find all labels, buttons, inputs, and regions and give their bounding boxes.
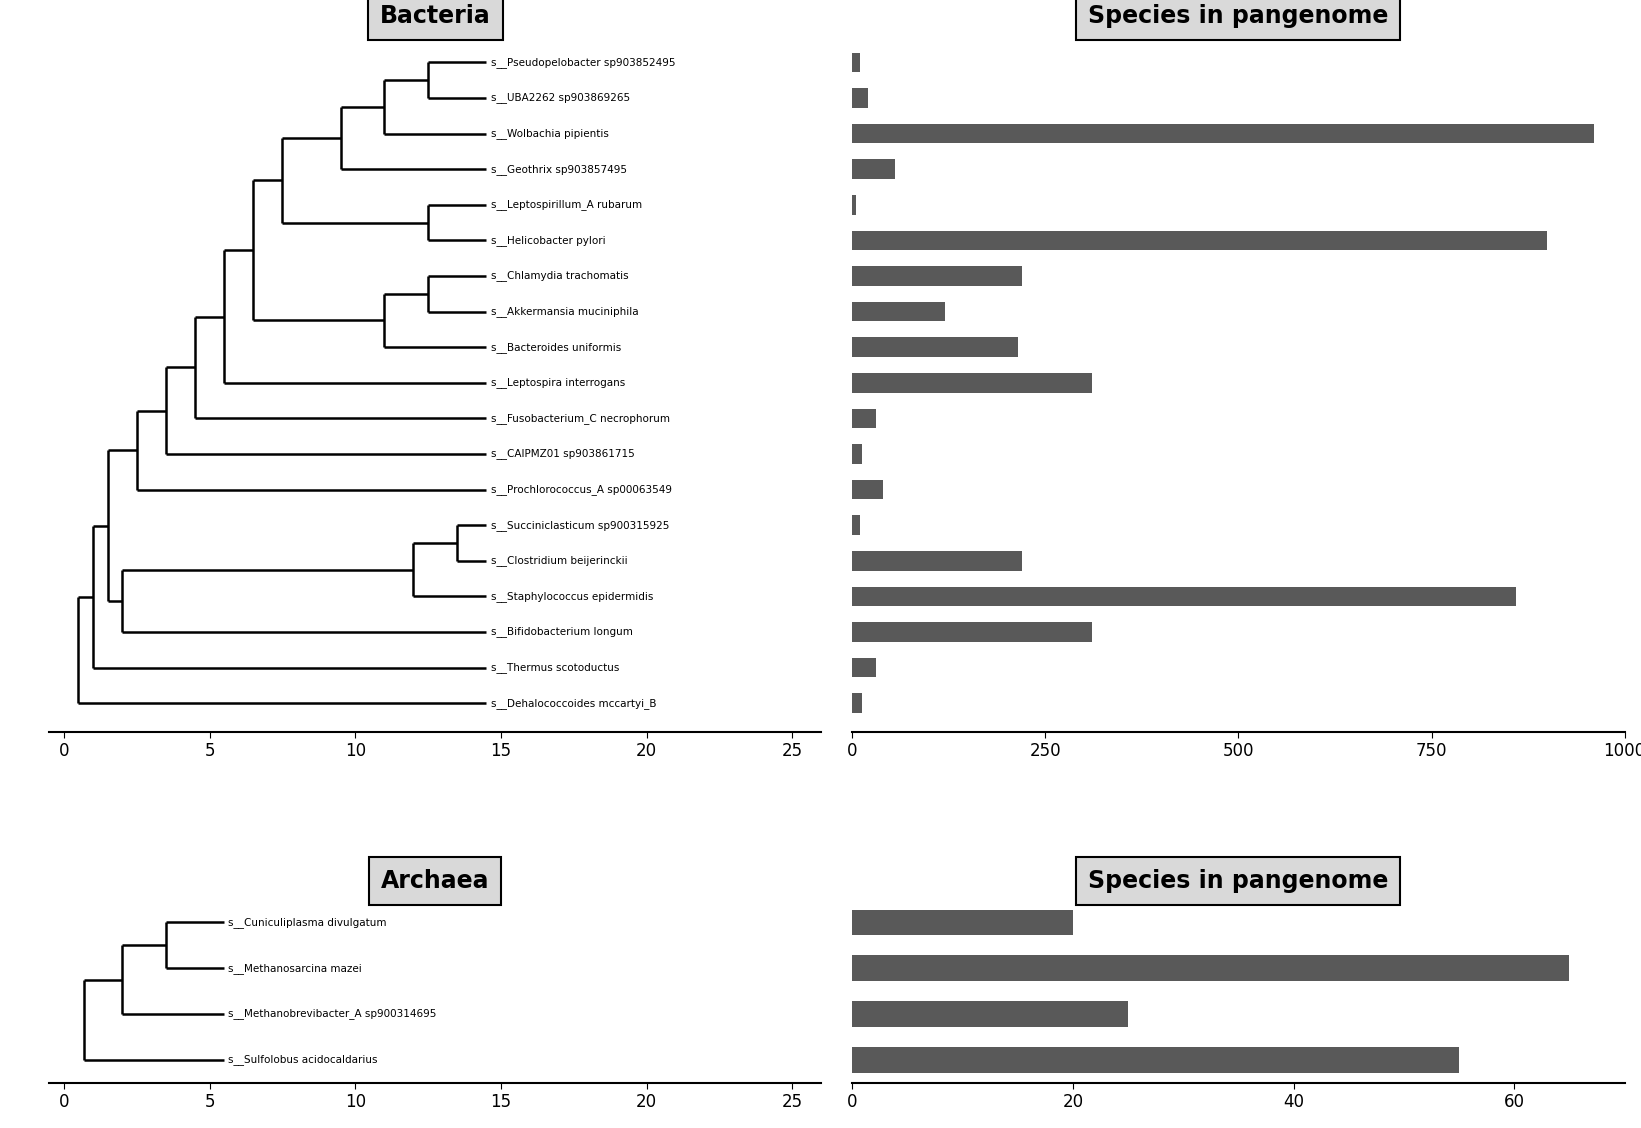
Text: s__Bifidobacterium longum: s__Bifidobacterium longum (491, 626, 632, 637)
Bar (852, 373, 1091, 393)
Bar (852, 53, 860, 72)
Text: s__Methanosarcina mazei: s__Methanosarcina mazei (228, 962, 363, 973)
Text: s__Methanobrevibacter_A sp900314695: s__Methanobrevibacter_A sp900314695 (228, 1008, 437, 1020)
Bar (852, 515, 860, 535)
Text: s__Bacteroides uniformis: s__Bacteroides uniformis (491, 342, 620, 353)
Bar (852, 658, 876, 678)
Text: s__Wolbachia pipientis: s__Wolbachia pipientis (491, 129, 609, 139)
Text: s__Akkermansia muciniphila: s__Akkermansia muciniphila (491, 306, 638, 317)
Text: s__Helicobacter pylori: s__Helicobacter pylori (491, 235, 606, 246)
Bar (852, 230, 1547, 250)
Text: s__Leptospirillum_A rubarum: s__Leptospirillum_A rubarum (491, 200, 642, 210)
Bar (852, 408, 876, 429)
Bar (852, 479, 883, 500)
Bar (852, 266, 1022, 285)
Text: s__Fusobacterium_C necrophorum: s__Fusobacterium_C necrophorum (491, 413, 670, 424)
Text: s__Leptospira interrogans: s__Leptospira interrogans (491, 378, 625, 388)
Bar (852, 1002, 1127, 1026)
Bar (852, 550, 1022, 571)
Text: s__Sulfolobus acidocaldarius: s__Sulfolobus acidocaldarius (228, 1055, 377, 1065)
Bar (852, 1047, 1459, 1073)
Text: s__Thermus scotoductus: s__Thermus scotoductus (491, 662, 619, 673)
Bar (852, 694, 862, 713)
Bar (852, 587, 1516, 606)
Bar (852, 955, 1569, 980)
Text: s__Clostridium beijerinckii: s__Clostridium beijerinckii (491, 555, 627, 566)
Bar (852, 302, 945, 321)
Bar (852, 195, 857, 214)
Bar (852, 909, 1073, 935)
Title: Species in pangenome: Species in pangenome (1088, 3, 1388, 28)
Text: s__Geothrix sp903857495: s__Geothrix sp903857495 (491, 164, 627, 175)
Text: s__UBA2262 sp903869265: s__UBA2262 sp903869265 (491, 92, 630, 104)
Bar (852, 159, 894, 179)
Text: s__Pseudopelobacter sp903852495: s__Pseudopelobacter sp903852495 (491, 56, 674, 68)
Text: s__CAIPMZ01 sp903861715: s__CAIPMZ01 sp903861715 (491, 449, 635, 459)
Title: Archaea: Archaea (381, 869, 489, 893)
Title: Species in pangenome: Species in pangenome (1088, 869, 1388, 893)
Text: s__Chlamydia trachomatis: s__Chlamydia trachomatis (491, 271, 629, 281)
Text: s__Staphylococcus epidermidis: s__Staphylococcus epidermidis (491, 591, 653, 602)
Text: s__Cuniculiplasma divulgatum: s__Cuniculiplasma divulgatum (228, 917, 387, 927)
Bar (852, 337, 1019, 356)
Text: s__Prochlorococcus_A sp00063549: s__Prochlorococcus_A sp00063549 (491, 484, 671, 495)
Text: s__Dehalococcoides mccartyi_B: s__Dehalococcoides mccartyi_B (491, 698, 656, 708)
Title: Bacteria: Bacteria (381, 3, 491, 28)
Bar (852, 124, 1593, 143)
Bar (852, 444, 862, 464)
Bar (852, 88, 868, 107)
Text: s__Succiniclasticum sp900315925: s__Succiniclasticum sp900315925 (491, 520, 670, 530)
Bar (852, 623, 1091, 642)
